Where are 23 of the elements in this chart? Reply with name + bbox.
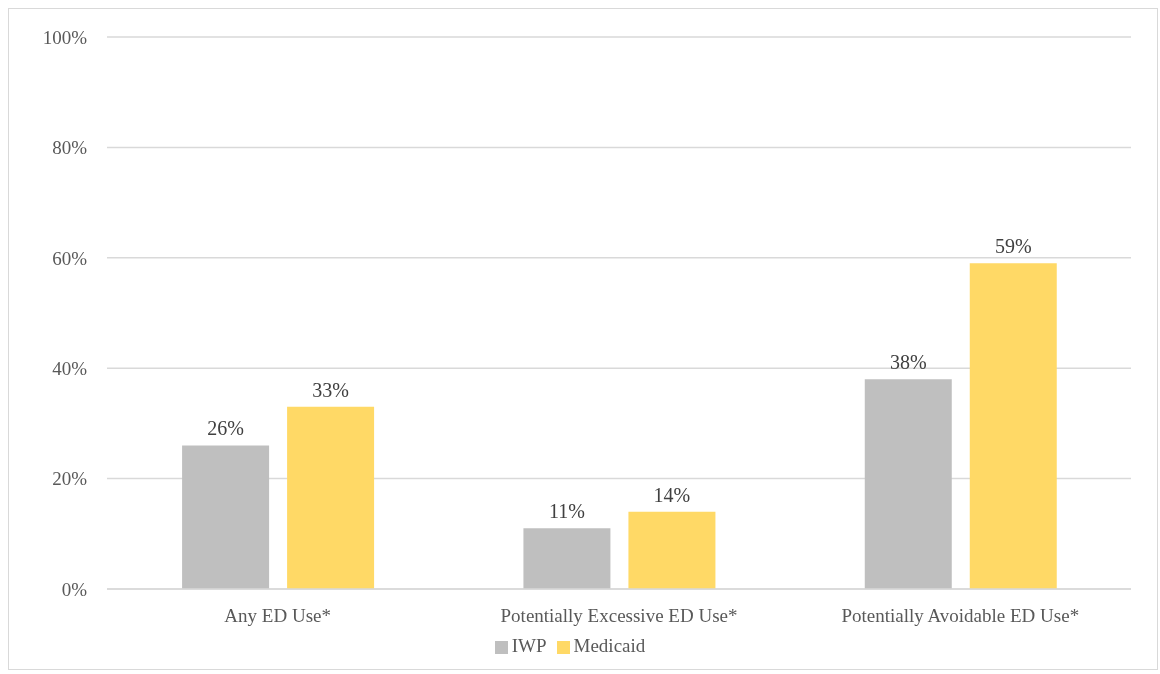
data-label: 38% <box>889 351 927 374</box>
x-tick-label: Potentially Excessive ED Use* <box>500 605 738 627</box>
bar <box>287 406 375 589</box>
bar <box>628 511 716 589</box>
y-tick-label: 0% <box>61 578 88 600</box>
bar <box>864 379 952 589</box>
bar <box>182 445 270 589</box>
x-tick-label: Potentially Avoidable ED Use* <box>841 605 1080 627</box>
y-tick-label: 80% <box>52 137 88 159</box>
y-tick-label: 60% <box>52 247 88 269</box>
legend-label: IWP <box>511 635 547 656</box>
data-label: 11% <box>548 500 585 523</box>
y-tick-label: 100% <box>42 26 88 48</box>
data-label: 33% <box>312 378 349 401</box>
data-label: 14% <box>653 483 691 506</box>
bar <box>523 528 611 589</box>
legend-label: Medicaid <box>573 635 646 656</box>
y-tick-label: 40% <box>52 357 88 379</box>
x-tick-label: Any ED Use* <box>224 605 331 627</box>
bar <box>969 263 1057 589</box>
y-tick-label: 20% <box>52 468 88 490</box>
data-label: 59% <box>994 235 1032 258</box>
data-label: 26% <box>207 417 244 440</box>
